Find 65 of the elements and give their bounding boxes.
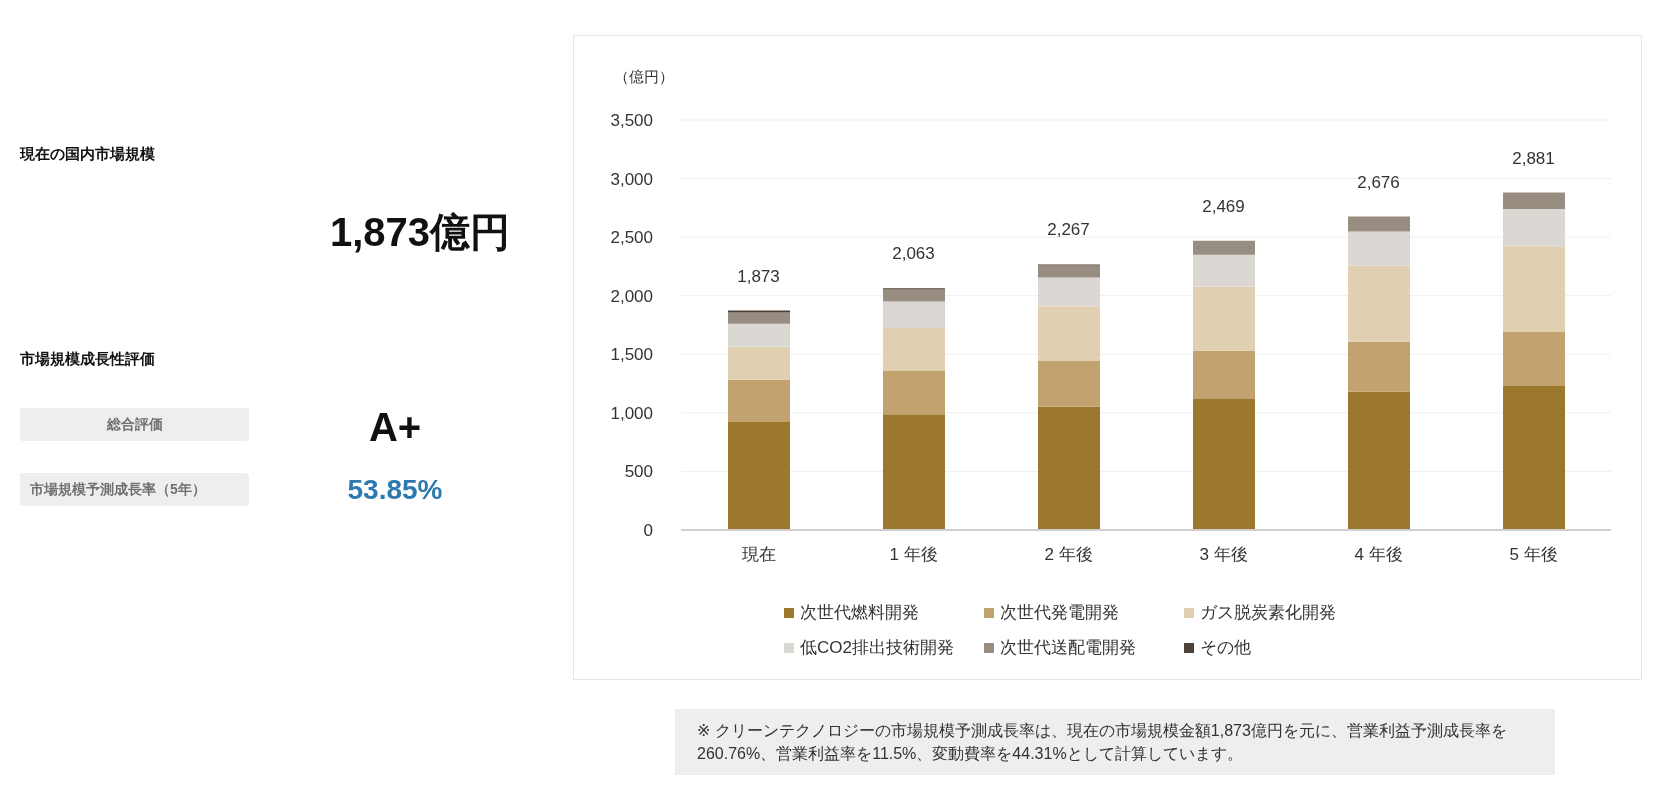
bar [1503,192,1565,209]
bar [728,323,790,347]
text: 53.85% [346,474,444,506]
total-label: 1,873 [736,266,781,287]
bar [1348,265,1410,342]
total-label: 2,469 [1201,196,1246,217]
bar [1193,350,1255,399]
x-tick-label: 3 年後 [1199,545,1248,565]
bar [1503,332,1565,387]
legend-label: 次世代送配電開発 [1000,637,1136,659]
y-axis-title: （億円） [614,68,674,87]
bar [1193,286,1255,351]
legend-label: 次世代燃料開発 [800,602,919,624]
total-label: 2,267 [1046,220,1091,241]
y-tick-label: 3,000 [610,169,653,189]
bar [883,289,945,302]
y-tick-label: 2,000 [610,286,653,306]
text: 総合評価 [20,408,249,441]
bar [1348,216,1410,232]
y-tick-label: 1,000 [610,403,653,423]
y-tick-label: 500 [624,462,653,482]
text: A+ [367,405,423,450]
bar [1348,391,1410,530]
bar [1038,406,1100,530]
total-label: 2,881 [1511,148,1556,169]
bar [1193,254,1255,287]
bar [728,379,790,422]
x-tick-label: 5 年後 [1509,545,1558,565]
text: 1,873億円 [328,209,512,256]
bar [728,346,790,380]
bar [1503,246,1565,333]
text: ※ クリーンテクノロジーの市場規模予測成長率は、現在の市場規模金額1,873億円を元に、営業利益予測成長率を260.76%、営業利益率を11.5%、変動費率を44.31%として計算しています。 [675,709,1555,775]
bar [883,371,945,415]
y-tick-label: 0 [643,521,653,541]
bar [883,414,945,530]
legend-label: 低CO2排出技術開発 [800,637,954,659]
x-tick-label: 4 年後 [1354,545,1403,565]
text: 市場規模予測成長率（5年） [20,473,249,506]
legend-label: 次世代発電開発 [1000,602,1119,624]
y-tick-label: 2,500 [610,228,653,248]
legend-label: ガス脱炭素化開発 [1200,602,1336,624]
bar [728,421,790,530]
x-tick-label: 現在 [741,545,776,565]
bar [1348,341,1410,392]
bar [1503,386,1565,530]
y-tick-label: 1,500 [610,345,653,365]
bar [1348,231,1410,266]
x-tick-label: 2 年後 [1044,545,1093,565]
bar [1503,208,1565,247]
total-label: 2,063 [891,244,936,265]
bar [1038,265,1100,278]
x-tick-label: 1 年後 [889,545,938,565]
y-tick-label: 3,500 [610,111,653,131]
bar [1038,361,1100,407]
bar [883,327,945,372]
bar [1193,398,1255,530]
legend-label: その他 [1200,637,1251,659]
total-label: 2,676 [1356,172,1401,193]
bar [883,301,945,328]
bar [1038,306,1100,362]
bar [1038,277,1100,307]
text: 現在の国内市場規模 [20,145,155,164]
bar [728,312,790,324]
text: 市場規模成長性評価 [20,350,155,369]
bar [1193,240,1255,255]
